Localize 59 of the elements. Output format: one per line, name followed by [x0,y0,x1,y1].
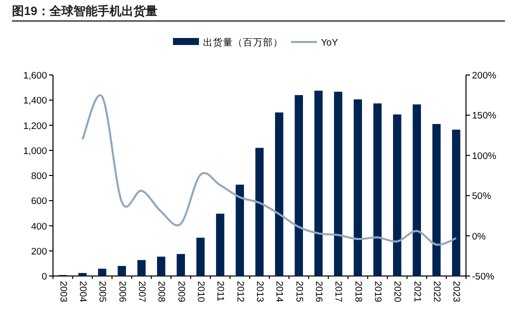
x-tick-label: 2004 [76,281,88,302]
y2-tick-label: 200% [472,70,497,82]
x-tick-label: 2013 [254,281,265,302]
x-tick-label: 2019 [372,281,383,302]
y-tick-label: 200 [31,246,47,258]
y2-tick-label: 50% [472,191,492,202]
x-tick-label: 2015 [293,281,304,302]
bar [98,268,106,276]
chart-title: 图19：全球智能手机出货量 [12,4,158,18]
x-tick-label: 2008 [156,281,167,302]
y-tick-label: 600 [31,196,47,208]
x-tick-label: 2022 [430,281,442,302]
y2-tick-label: 0% [472,231,486,242]
bar [393,114,402,276]
bar [118,266,126,276]
y2-tick-label: 100% [472,150,497,162]
bar [432,124,441,276]
bar [216,214,224,276]
y-tick-label: 1,200 [23,120,47,132]
bar [452,130,460,276]
y-tick-label: 0 [42,272,47,282]
bar [373,103,382,276]
bar [137,260,146,276]
bar [176,254,185,276]
y-tick-label: 1,600 [23,70,47,82]
x-tick-label: 2018 [352,281,364,302]
bar [236,184,244,276]
y-tick-label: 400 [31,221,47,232]
bar [354,99,362,276]
legend-label: YoY [320,38,339,48]
x-tick-label: 2014 [274,281,285,302]
bar [255,148,264,276]
x-tick-label: 2010 [194,281,206,302]
x-tick-label: 2011 [214,281,226,302]
x-tick-label: 2005 [96,281,108,302]
bar [275,112,284,276]
y2-tick-label: 150% [472,110,497,122]
y-tick-label: 1,400 [23,96,47,107]
x-tick-label: 2006 [116,281,128,302]
bar [196,238,205,276]
y-tick-label: 1,000 [23,146,47,157]
bar [412,104,421,276]
x-tick-label: 2003 [57,281,68,302]
y2-tick-label: -50% [472,272,495,282]
bar [294,95,303,276]
bar [314,90,323,276]
y-tick-label: 800 [31,171,47,182]
x-tick-label: 2021 [411,281,422,302]
x-tick-label: 2023 [450,281,462,302]
x-tick-label: 2020 [392,281,403,302]
bar [157,256,166,276]
legend-label: 出货量（百万部） [202,36,283,48]
bar [78,272,87,276]
x-tick-label: 2009 [175,281,186,302]
x-tick-label: 2012 [234,281,246,302]
x-tick-label: 2007 [136,281,147,302]
x-tick-label: 2017 [332,281,344,302]
x-tick-label: 2016 [312,281,324,302]
bar [334,92,342,276]
